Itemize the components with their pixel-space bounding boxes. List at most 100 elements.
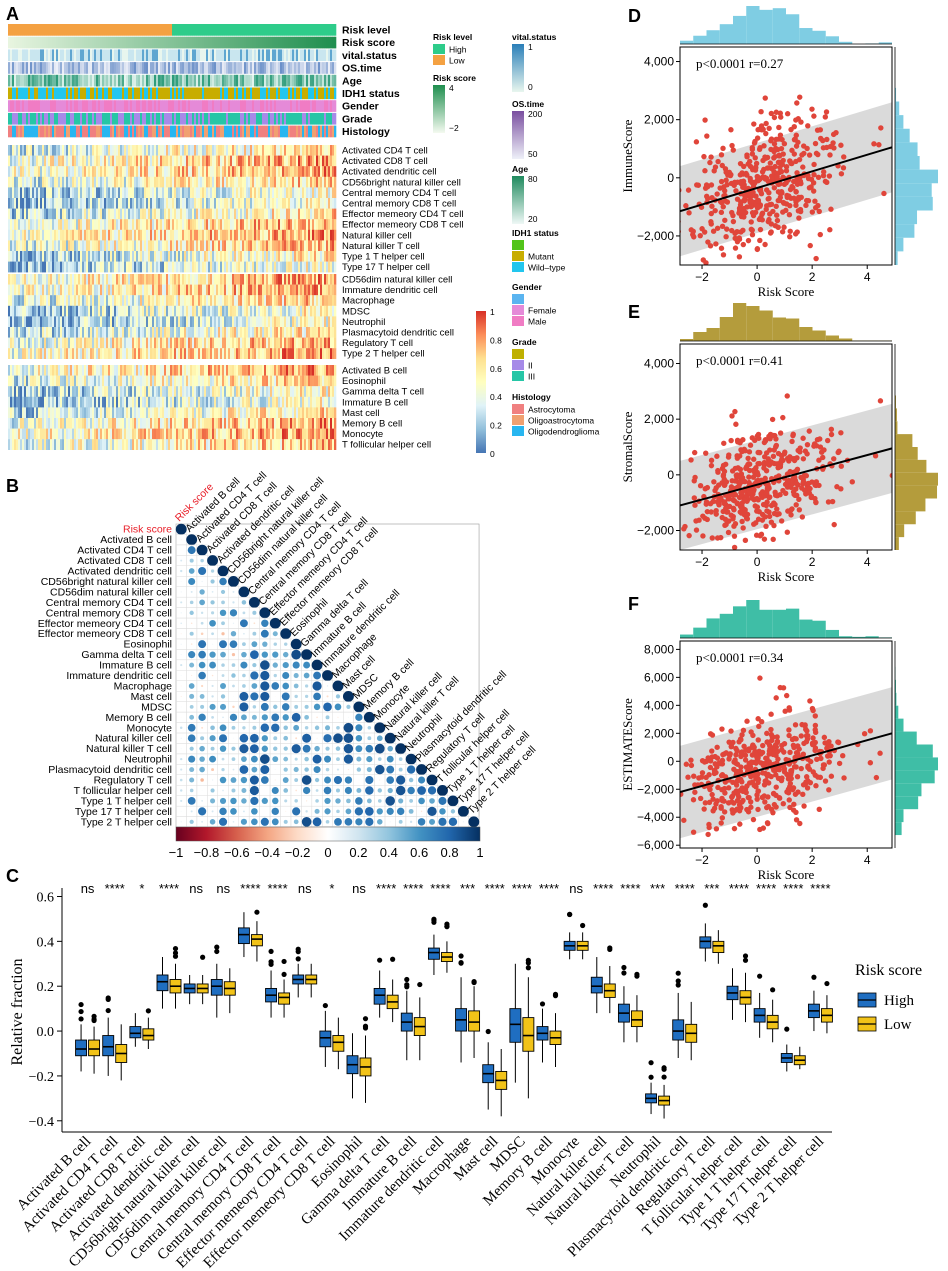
heatmap-cell bbox=[256, 187, 259, 199]
heatmap-cell bbox=[126, 284, 129, 296]
annotation-cell bbox=[18, 24, 21, 36]
heatmap-cell bbox=[108, 240, 111, 252]
annotation-cell bbox=[44, 36, 47, 49]
annotation-cell bbox=[74, 62, 77, 74]
heatmap-cell bbox=[238, 348, 241, 359]
heatmap-cell bbox=[250, 240, 253, 252]
heatmap-cell bbox=[270, 229, 273, 241]
heatmap-cell bbox=[122, 229, 125, 241]
annotation-cell bbox=[26, 24, 29, 36]
annotation-cell bbox=[290, 62, 293, 74]
annotation-cell bbox=[14, 112, 17, 125]
heatmap-cell bbox=[74, 208, 77, 220]
annotation-cell bbox=[212, 36, 215, 49]
heatmap-cell bbox=[312, 229, 315, 241]
heatmap-cell bbox=[228, 327, 231, 338]
heatmap-cell bbox=[256, 365, 259, 376]
heatmap-cell bbox=[262, 145, 265, 156]
annotation-cell bbox=[308, 112, 311, 125]
heatmap-cell bbox=[234, 208, 237, 220]
heatmap-cell bbox=[38, 155, 41, 167]
heatmap-cell bbox=[156, 251, 159, 262]
heatmap-cell bbox=[18, 208, 21, 220]
heatmap-cell bbox=[266, 284, 269, 296]
annotation-cell bbox=[294, 100, 297, 112]
heatmap-cell bbox=[62, 176, 65, 188]
heatmap-cell bbox=[214, 187, 217, 199]
annotation-cell bbox=[320, 62, 323, 74]
heatmap-cell bbox=[286, 229, 289, 241]
heatmap-cell bbox=[116, 155, 119, 167]
annotation-cell bbox=[224, 49, 227, 62]
annotation-cell bbox=[46, 24, 49, 36]
annotation-cell bbox=[256, 24, 259, 36]
heatmap-cell bbox=[272, 284, 275, 296]
annotation-cell bbox=[30, 62, 33, 74]
heatmap-cell bbox=[170, 229, 173, 241]
heatmap-cell bbox=[148, 295, 151, 306]
heatmap-cell bbox=[304, 219, 307, 230]
heatmap-cell bbox=[288, 327, 291, 338]
annotation-cell bbox=[84, 112, 87, 125]
heatmap-cell bbox=[24, 176, 27, 188]
heatmap-cell bbox=[112, 198, 115, 209]
heatmap-cell bbox=[282, 176, 285, 188]
annotation-cell bbox=[320, 74, 323, 87]
annotation-cell bbox=[48, 24, 51, 36]
heatmap-cell bbox=[110, 219, 113, 230]
heatmap-cell bbox=[160, 295, 163, 306]
heatmap-cell bbox=[82, 229, 85, 241]
heatmap-cell bbox=[298, 284, 301, 296]
heatmap-block bbox=[8, 274, 337, 359]
heatmap-cell bbox=[72, 305, 75, 317]
heatmap-cell bbox=[64, 176, 67, 188]
annotation-cell bbox=[210, 24, 213, 36]
heatmap-cell bbox=[126, 337, 129, 349]
heatmap-cell bbox=[178, 198, 181, 209]
annotation-cell bbox=[174, 125, 177, 138]
annotation-cell bbox=[306, 112, 309, 125]
heatmap-cell bbox=[70, 176, 73, 188]
heatmap-cell bbox=[320, 365, 323, 376]
annotation-cell bbox=[68, 36, 71, 49]
heatmap-cell bbox=[164, 284, 167, 296]
heatmap-cell bbox=[128, 284, 131, 296]
annotation-tracks bbox=[8, 24, 337, 138]
heatmap-cell bbox=[66, 176, 69, 188]
heatmap-cell bbox=[48, 348, 51, 359]
heatmap-cell bbox=[204, 251, 207, 262]
heatmap-cell bbox=[328, 251, 331, 262]
heatmap-cell bbox=[168, 327, 171, 338]
heatmap-cell bbox=[318, 166, 321, 177]
heatmap-cell bbox=[94, 155, 97, 167]
heatmap-cell bbox=[118, 261, 121, 273]
heatmap-cell bbox=[24, 145, 27, 156]
heatmap-cell bbox=[302, 284, 305, 296]
annotation-cell bbox=[62, 100, 65, 112]
annotation-cell bbox=[150, 87, 153, 100]
heatmap-cell bbox=[26, 155, 29, 167]
annotation-cell bbox=[248, 112, 251, 125]
annotation-cell bbox=[166, 74, 169, 87]
annotation-cell bbox=[254, 87, 257, 100]
annotation-cell bbox=[114, 36, 117, 49]
heatmap-cell bbox=[62, 274, 65, 285]
heatmap-cell bbox=[148, 348, 151, 359]
heatmap-cell bbox=[272, 166, 275, 177]
heatmap-cell bbox=[280, 295, 283, 306]
annotation-cell bbox=[196, 87, 199, 100]
heatmap-cell bbox=[172, 316, 175, 328]
heatmap-cell bbox=[10, 316, 13, 328]
heatmap-cell bbox=[62, 295, 65, 306]
annotation-cell bbox=[294, 112, 297, 125]
heatmap-cell bbox=[306, 261, 309, 273]
annotation-cell bbox=[300, 112, 303, 125]
heatmap-cell bbox=[22, 261, 25, 273]
heatmap-cell bbox=[104, 295, 107, 306]
annotation-cell bbox=[278, 87, 281, 100]
heatmap-cell bbox=[222, 365, 225, 376]
heatmap-cell bbox=[196, 348, 199, 359]
annotation-cell bbox=[188, 49, 191, 62]
heatmap-cell bbox=[250, 295, 253, 306]
annotation-cell bbox=[192, 87, 195, 100]
